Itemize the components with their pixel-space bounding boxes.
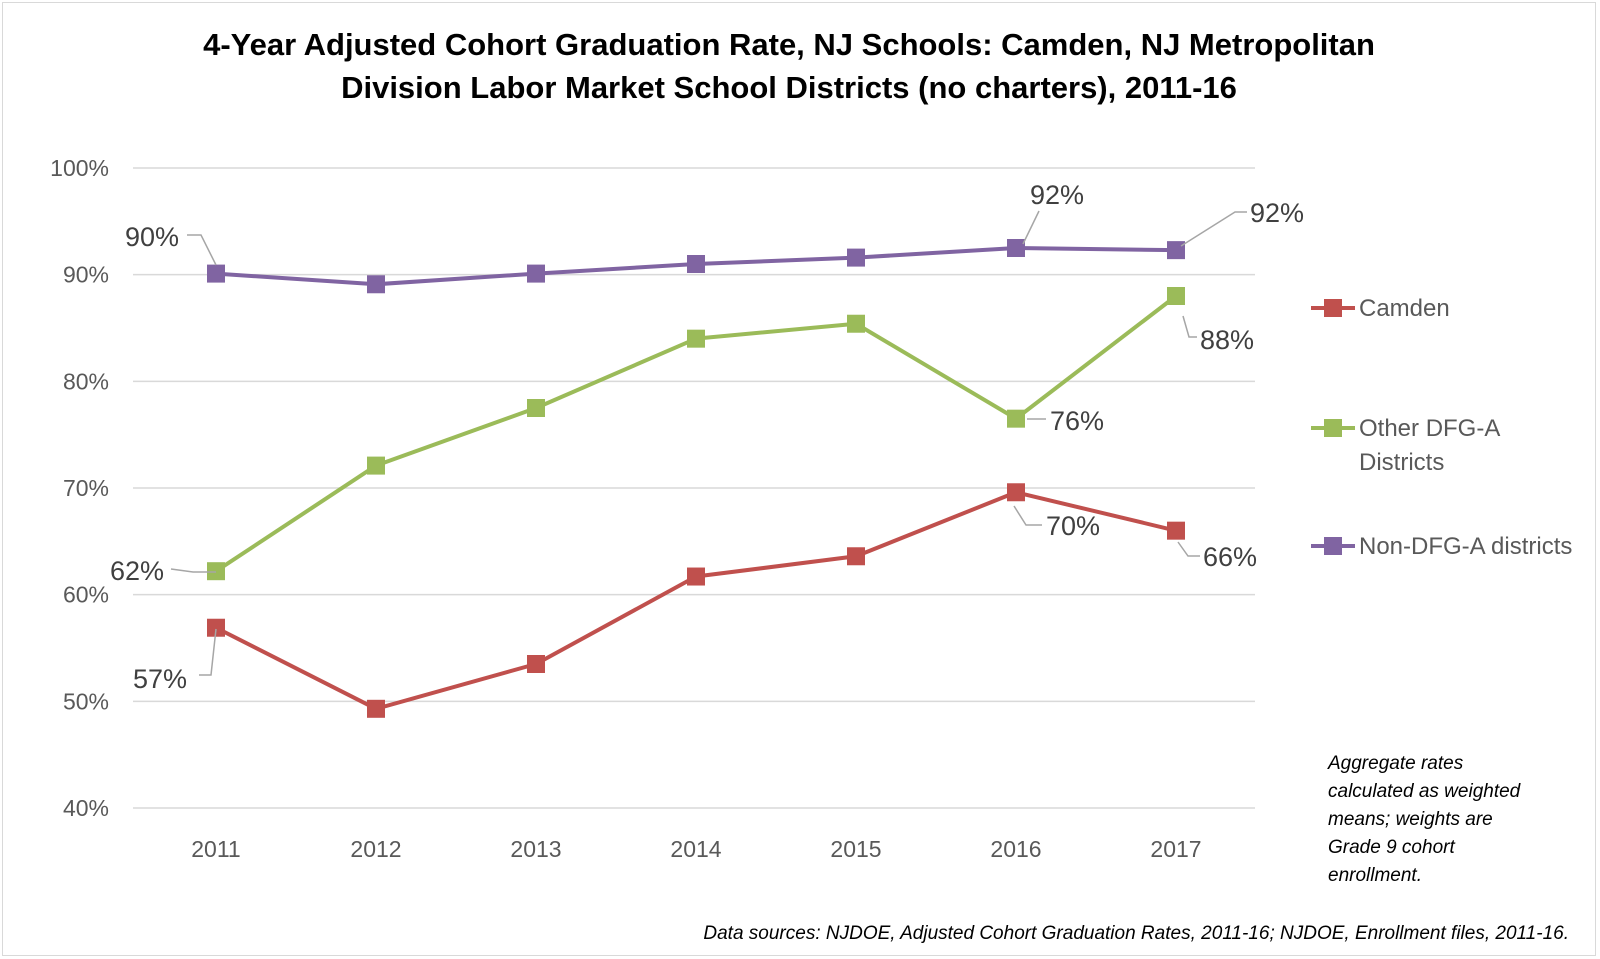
x-tick-label: 2013 <box>510 836 561 862</box>
series-lines <box>207 239 1185 718</box>
data-point-camden <box>527 655 545 673</box>
legend-item-other-dfg-a-districts: Other DFG-A Districts <box>1311 415 1500 476</box>
data-point-camden <box>207 618 225 637</box>
data-point-other-dfg-a-districts <box>687 329 705 348</box>
leader-line-non-dfg-a-districts <box>1180 211 1247 247</box>
data-point-camden <box>687 567 705 586</box>
leader-line-camden <box>1177 541 1200 557</box>
leader-line-non-dfg-a-districts <box>187 234 217 266</box>
x-axis-ticks: 2011 2012 2013 2014 2015 2016 2017 <box>191 836 1201 862</box>
data-point-non-dfg-a-districts <box>1007 239 1025 257</box>
data-label-camden: 66% <box>1203 542 1257 572</box>
annotation-line: enrollment. <box>1328 865 1422 886</box>
x-tick-label: 2015 <box>830 836 881 862</box>
leader-line-camden <box>1013 505 1042 526</box>
data-point-camden <box>1167 521 1185 540</box>
data-point-non-dfg-a-districts <box>207 264 225 283</box>
data-point-non-dfg-a-districts <box>847 248 865 267</box>
leader-line-other-dfg-a-districts <box>1182 315 1197 338</box>
data-point-other-dfg-a-districts <box>847 314 865 333</box>
legend-item-camden: Camden <box>1311 295 1450 322</box>
data-point-other-dfg-a-districts <box>1167 287 1185 305</box>
leader-line-camden <box>199 628 217 676</box>
data-point-other-dfg-a-districts <box>1007 409 1025 428</box>
y-tick-label: 50% <box>63 688 109 714</box>
y-tick-label: 90% <box>63 262 109 288</box>
chart-canvas: 4-Year Adjusted Cohort Graduation Rate, … <box>50 27 1572 944</box>
data-label-camden: 57% <box>133 664 187 694</box>
x-tick-label: 2014 <box>670 836 721 862</box>
data-label-other-dfg-a-districts: 62% <box>110 556 164 586</box>
data-labels: 57% 70% 66% 62% 76% 88% 90% 92% 92% <box>110 180 1304 694</box>
x-tick-label: 2012 <box>350 836 401 862</box>
legend-item-non-dfg-a-districts: Non-DFG-A districts <box>1311 533 1572 560</box>
x-tick-label: 2011 <box>191 836 240 862</box>
data-label-non-dfg-a-districts: 92% <box>1250 198 1304 228</box>
data-label-camden: 70% <box>1046 511 1100 541</box>
data-label-other-dfg-a-districts: 76% <box>1050 406 1104 436</box>
data-point-other-dfg-a-districts <box>527 399 545 417</box>
data-label-non-dfg-a-districts: 92% <box>1030 180 1084 210</box>
y-tick-label: 100% <box>50 155 109 181</box>
x-tick-label: 2016 <box>990 836 1041 862</box>
data-point-camden <box>367 699 385 718</box>
data-point-camden <box>1007 483 1025 502</box>
data-point-other-dfg-a-districts <box>207 562 225 581</box>
leader-line-non-dfg-a-districts <box>1022 210 1040 245</box>
y-tick-label: 60% <box>63 582 109 608</box>
data-point-other-dfg-a-districts <box>367 456 385 475</box>
data-label-non-dfg-a-districts: 90% <box>125 222 179 252</box>
y-tick-label: 80% <box>63 368 109 394</box>
legend-marker <box>1324 419 1342 437</box>
legend: Camden Other DFG-A Districts Non-DFG-A dist… <box>1311 295 1572 560</box>
chart-title: 4-Year Adjusted Cohort Graduation Rate, … <box>203 27 1375 105</box>
legend-label: Districts <box>1359 449 1444 476</box>
data-point-camden <box>847 547 865 566</box>
data-point-non-dfg-a-districts <box>367 275 385 294</box>
leader-line-other-dfg-a-districts <box>170 568 216 573</box>
data-point-non-dfg-a-districts <box>1167 241 1185 260</box>
y-tick-label: 70% <box>63 475 109 501</box>
chart-title-line-1: 4-Year Adjusted Cohort Graduation Rate, … <box>203 27 1375 62</box>
data-point-non-dfg-a-districts <box>527 264 545 283</box>
y-tick-label: 40% <box>63 795 109 821</box>
annotation-line: Aggregate rates <box>1327 753 1464 774</box>
legend-label: Camden <box>1359 295 1450 322</box>
legend-label: Non-DFG-A districts <box>1359 533 1572 560</box>
data-point-non-dfg-a-districts <box>687 255 705 273</box>
data-label-other-dfg-a-districts: 88% <box>1200 325 1254 355</box>
data-source-note: Data sources: NJDOE, Adjusted Cohort Gra… <box>703 923 1569 944</box>
annotation-line: means; weights are <box>1328 809 1493 830</box>
y-axis-ticks: 40% 50% 60% 70% 80% 90% 100% <box>50 155 109 821</box>
annotation-line: calculated as weighted <box>1328 781 1522 802</box>
annotation-line: Grade 9 cohort <box>1328 837 1455 858</box>
legend-marker <box>1324 537 1342 555</box>
gridlines <box>133 167 1255 809</box>
legend-label: Other DFG-A <box>1359 415 1500 442</box>
annotation-note: Aggregate rates calculated as weighted m… <box>1327 753 1522 886</box>
legend-marker <box>1324 299 1342 317</box>
x-tick-label: 2017 <box>1150 836 1201 862</box>
chart-title-line-2: Division Labor Market School Districts (… <box>341 70 1237 105</box>
